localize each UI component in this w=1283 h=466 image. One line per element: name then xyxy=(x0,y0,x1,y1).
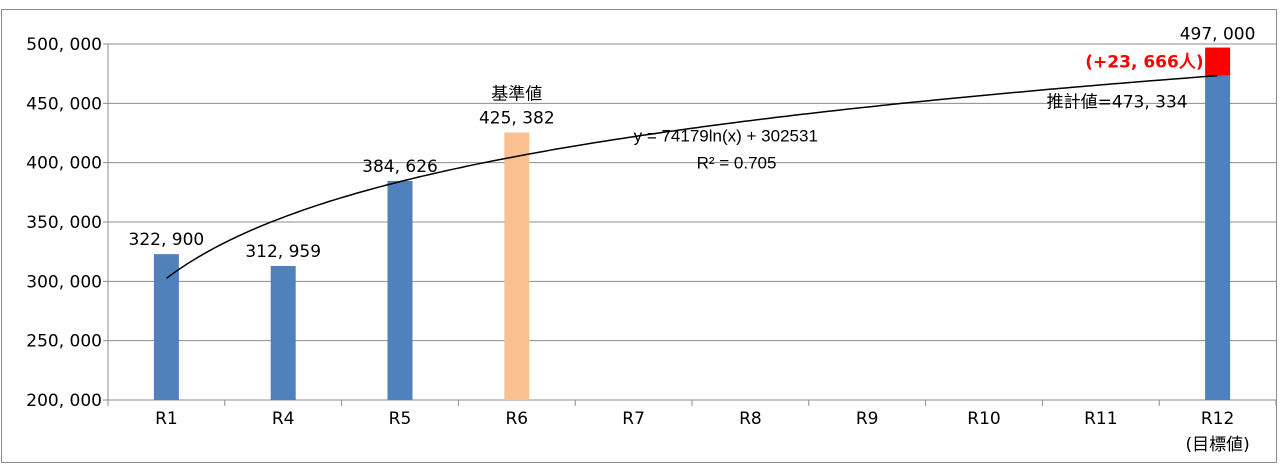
target-segment xyxy=(1205,47,1231,76)
bar-r6 xyxy=(504,132,530,400)
value-label-r1: 322, 900 xyxy=(129,230,205,250)
y-tick-label: 350, 000 xyxy=(26,213,102,233)
x-axis: R1 R4 R5 R6 R7 R8 R9 R10 R11 R12 (目標値) xyxy=(107,400,1277,455)
y-tick-label: 300, 000 xyxy=(26,272,102,292)
value-label-r5: 384, 626 xyxy=(362,157,438,177)
trendline-equation: y = 74179ln(x) + 302531 xyxy=(634,127,818,146)
x-label-r1: R1 xyxy=(155,409,178,429)
y-axis: 200, 000 250, 000 300, 000 350, 000 400, 000… xyxy=(26,35,109,411)
trendline-r-squared: R² = 0.705 xyxy=(697,154,777,173)
x-label-r12: R12 xyxy=(1201,409,1234,429)
trendline xyxy=(165,74,1218,279)
x-sublabel-r12: (目標値) xyxy=(1185,435,1249,455)
x-label-r11: R11 xyxy=(1084,409,1117,429)
y-tick-label: 200, 000 xyxy=(26,391,102,411)
bar-r5 xyxy=(387,180,413,400)
bar-r1 xyxy=(153,254,179,400)
y-tick-label: 400, 000 xyxy=(26,154,102,174)
value-label-r4: 312, 959 xyxy=(245,242,321,262)
x-label-r7: R7 xyxy=(622,409,645,429)
x-label-r4: R4 xyxy=(272,409,295,429)
chart-frame xyxy=(1,9,1277,463)
difference-label: (+23, 666人) xyxy=(1085,53,1203,73)
estimate-label: 推計値=473, 334 xyxy=(1047,93,1188,113)
x-label-r8: R8 xyxy=(739,409,762,429)
y-tick-label: 500, 000 xyxy=(26,35,102,55)
y-tick-label: 450, 000 xyxy=(26,94,102,114)
trendline-group: y = 74179ln(x) + 302531 R² = 0.705 xyxy=(165,74,1218,279)
baseline-label: 基準値 xyxy=(491,85,542,105)
bars xyxy=(153,47,1231,401)
target-value-label: 497, 000 xyxy=(1180,25,1256,45)
gridlines xyxy=(108,43,1276,401)
bar-r12 xyxy=(1205,75,1231,401)
x-label-r6: R6 xyxy=(505,409,528,429)
labels-group: 322, 900 312, 959 384, 626 基準値 425, 382 推計値=4… xyxy=(129,25,1256,262)
x-label-r10: R10 xyxy=(967,409,1000,429)
x-label-r9: R9 xyxy=(856,409,879,429)
bar-r4 xyxy=(270,265,296,400)
x-label-r5: R5 xyxy=(389,409,412,429)
value-label-r6: 425, 382 xyxy=(479,109,555,129)
y-tick-label: 250, 000 xyxy=(26,332,102,352)
